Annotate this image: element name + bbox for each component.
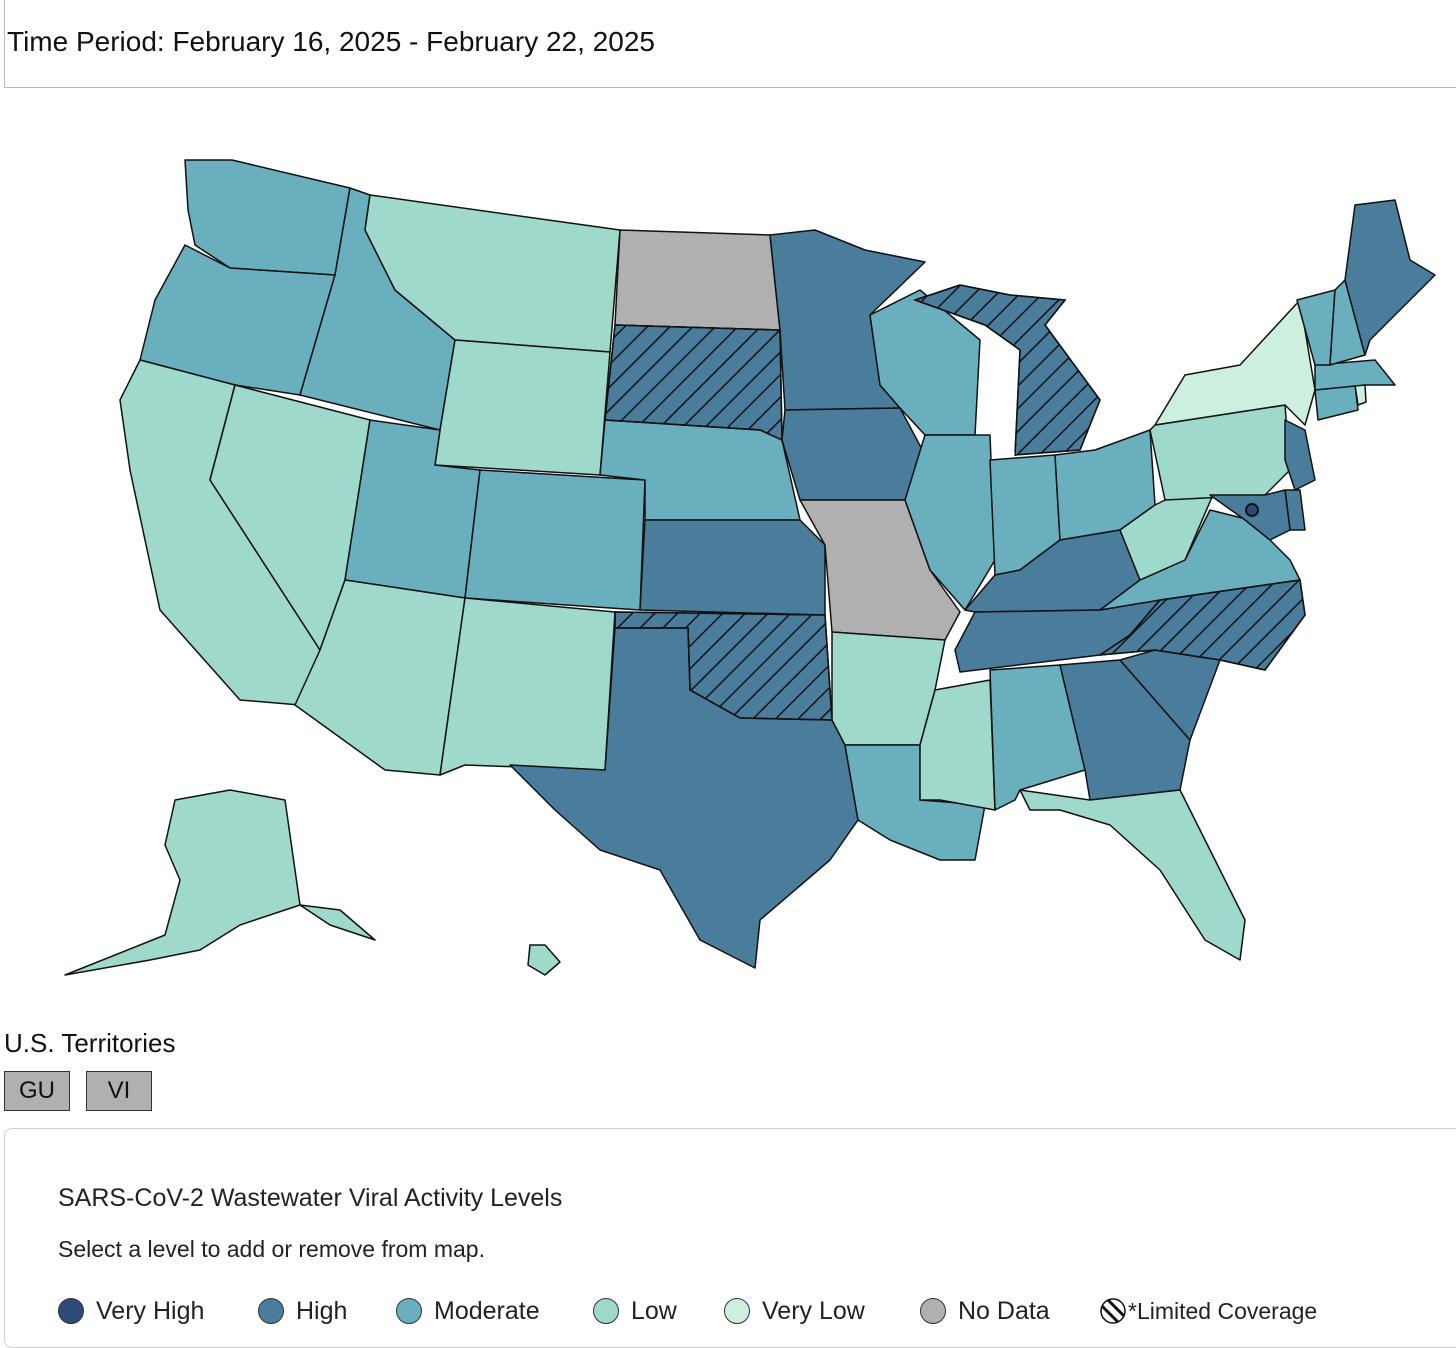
legend-label: Moderate xyxy=(434,1296,540,1325)
us-map xyxy=(64,159,1436,976)
state-MA[interactable] xyxy=(1314,359,1396,391)
legend-item-high[interactable]: High xyxy=(258,1293,347,1329)
state-NJ[interactable] xyxy=(1284,419,1316,491)
legend-subtitle: Select a level to add or remove from map… xyxy=(58,1236,485,1262)
legend-item-low[interactable]: Low xyxy=(593,1293,677,1329)
legend-item-no-data[interactable]: No Data xyxy=(920,1293,1050,1329)
limited-coverage-label: *Limited Coverage xyxy=(1128,1297,1318,1324)
legend-item-very-high[interactable]: Very High xyxy=(58,1293,204,1329)
legend-label: No Data xyxy=(958,1296,1050,1325)
very-high-dot-icon xyxy=(58,1298,84,1324)
legend-label: Low xyxy=(631,1296,677,1325)
state-WY[interactable] xyxy=(434,339,611,476)
time-period-label: Time Period: February 16, 2025 - Februar… xyxy=(7,26,655,57)
state-CO[interactable] xyxy=(464,469,646,611)
state-FL[interactable] xyxy=(1019,789,1246,961)
great-lakes xyxy=(985,325,1015,455)
legend-item-limited-coverage[interactable]: *Limited Coverage xyxy=(1100,1293,1317,1329)
legend-item-moderate[interactable]: Moderate xyxy=(396,1293,540,1329)
legend-item-very-low[interactable]: Very Low xyxy=(724,1293,865,1329)
territory-vi-button[interactable]: VI xyxy=(86,1071,152,1111)
state-KS[interactable] xyxy=(639,519,826,616)
state-AK[interactable] xyxy=(64,789,376,976)
legend-label: High xyxy=(296,1296,348,1325)
low-dot-icon xyxy=(593,1298,619,1324)
high-dot-icon xyxy=(258,1298,284,1324)
state-ME[interactable] xyxy=(1344,199,1436,356)
state-OR[interactable] xyxy=(139,244,336,396)
no-data-dot-icon xyxy=(920,1298,946,1324)
legend-title: SARS-CoV-2 Wastewater Viral Activity Lev… xyxy=(58,1184,563,1212)
state-NM[interactable] xyxy=(439,597,616,776)
limited-coverage-hatch-MI xyxy=(912,284,1101,456)
state-CT[interactable] xyxy=(1314,384,1359,421)
state-ND[interactable] xyxy=(614,229,781,331)
limited-coverage-hatch-OK xyxy=(614,611,833,721)
dc-marker[interactable] xyxy=(1245,503,1259,517)
moderate-dot-icon xyxy=(396,1298,422,1324)
limited-coverage-hatch-SD xyxy=(604,324,783,442)
limited-coverage-hatch-icon xyxy=(1100,1298,1126,1324)
limited-coverage-hatch-NC xyxy=(1099,579,1306,671)
territory-gu-button[interactable]: GU xyxy=(4,1071,70,1111)
legend-label: Very High xyxy=(96,1296,205,1325)
territories-title: U.S. Territories xyxy=(4,1028,176,1058)
state-IA[interactable] xyxy=(781,407,926,501)
legend-label: Very Low xyxy=(762,1296,865,1325)
state-HI[interactable] xyxy=(527,944,561,976)
very-low-dot-icon xyxy=(724,1298,750,1324)
time-period-box: Time Period: February 16, 2025 - Februar… xyxy=(4,0,1456,88)
state-NY[interactable] xyxy=(1154,299,1316,426)
